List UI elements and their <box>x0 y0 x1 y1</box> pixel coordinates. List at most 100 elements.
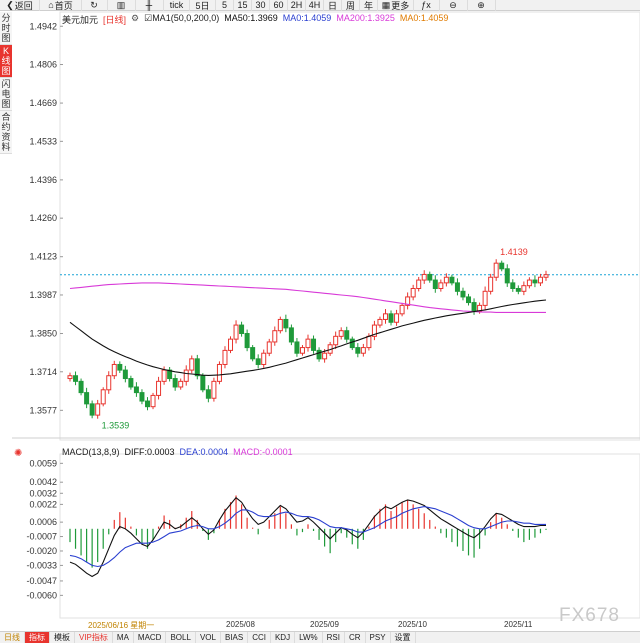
candle-body <box>349 338 355 349</box>
toolbar-label: 日 <box>327 0 337 11</box>
toolbar-tick[interactable]: tick <box>164 0 190 11</box>
candle-body <box>144 400 150 408</box>
back-button[interactable]: ❮ 返回 <box>0 0 40 11</box>
candle-body <box>216 363 222 382</box>
toolbar-5[interactable]: 5 <box>216 0 234 11</box>
candle-body <box>537 276 543 284</box>
toolbar-label: 周 <box>345 0 355 11</box>
candle-body <box>222 349 228 365</box>
toolbar-label: 30 <box>255 0 266 10</box>
candle-body <box>67 375 73 380</box>
candle-body <box>344 330 350 340</box>
indicator-bar: 日线 指标 模板 VIP指标 MA MACD BOLL VOL BIAS CCI KDJ LW% RSI… <box>0 631 640 643</box>
price-axis-label: 1.4533 <box>29 136 57 146</box>
candle-body <box>311 338 317 351</box>
indicator-tab-7[interactable]: BIAS <box>221 631 249 643</box>
refresh-button[interactable]: ↻ <box>82 0 108 11</box>
period-label[interactable]: [日线] <box>103 15 127 25</box>
candle-body <box>355 347 361 354</box>
candle-body <box>266 341 272 354</box>
toolbar-日[interactable]: 日 <box>324 0 342 11</box>
price-axis-label: 1.4260 <box>29 213 57 223</box>
indicator-tab-8[interactable]: CCI <box>248 631 271 643</box>
ma-set-label[interactable]: ☑MA1(50,0,200,0) <box>144 13 219 25</box>
candle-body <box>338 330 344 337</box>
candle-body <box>294 341 300 354</box>
indicator-tab-0[interactable]: 指标 <box>25 631 50 643</box>
indicator-tab-14[interactable]: 设置 <box>391 631 416 643</box>
date-axis-label: 2025/10 <box>398 620 427 629</box>
side-tab-0[interactable]: 分时图 <box>0 12 12 45</box>
candle-body <box>360 347 366 354</box>
price-axis-label: 1.3987 <box>29 290 57 300</box>
candle-body <box>167 369 173 380</box>
toolbar-60[interactable]: 60 <box>270 0 288 11</box>
candle-body <box>405 296 411 306</box>
price-axis-label: 1.4942 <box>29 21 57 31</box>
period-dropdown[interactable]: 日线 <box>0 631 25 643</box>
indicator-tab-10[interactable]: LW% <box>295 631 323 643</box>
candle-body <box>443 276 449 284</box>
indicator-tab-13[interactable]: PSY <box>366 631 391 643</box>
toolbar-label: 2H <box>290 0 303 10</box>
candle-body <box>178 380 184 388</box>
indicator-tab-3[interactable]: MA <box>113 631 134 643</box>
symbol-name: 美元加元 <box>62 15 99 25</box>
candle-body <box>172 378 178 388</box>
price-legend: 美元加元 [日线] ⚙ ☑MA1(50,0,200,0) MA50:1.3969… <box>62 13 448 25</box>
indicator-tab-5[interactable]: BOLL <box>166 631 196 643</box>
candle-body <box>488 276 494 292</box>
settings-icon[interactable]: ⚙ <box>131 13 140 23</box>
candle-body <box>421 273 427 281</box>
toolbar-15[interactable]: 15 <box>234 0 252 11</box>
toolbar-2H[interactable]: 2H <box>288 0 306 11</box>
indicator-tab-9[interactable]: KDJ <box>271 631 296 643</box>
candle-body <box>161 369 167 382</box>
toolbar-label: 60 <box>273 0 284 10</box>
toolbar-周[interactable]: 周 <box>342 0 360 11</box>
candle-body <box>239 324 245 335</box>
candle-body <box>111 363 117 377</box>
candle-body <box>205 389 211 399</box>
indicator-tab-2[interactable]: VIP指标 <box>75 631 113 643</box>
price-axis-label: 1.4396 <box>29 175 57 185</box>
candle-body <box>471 302 477 312</box>
home-button[interactable]: ⌂ 首页 <box>40 0 82 11</box>
candle-body <box>78 380 84 394</box>
candle-body <box>515 287 521 292</box>
side-tab-1[interactable]: K线图 <box>0 45 12 78</box>
grid-button[interactable]: ▦ 更多 <box>378 0 414 11</box>
candle-body <box>449 276 455 284</box>
candle-body <box>299 347 305 354</box>
formula-button[interactable]: ƒx <box>414 0 440 11</box>
indicator-tab-1[interactable]: 模板 <box>50 631 75 643</box>
formula-icon: ƒx <box>421 0 431 10</box>
indicator-tab-11[interactable]: RSI <box>323 631 345 643</box>
candle-body <box>283 318 289 329</box>
candle-body <box>466 296 472 304</box>
side-tab-3[interactable]: 合约资料 <box>0 111 12 154</box>
chart-type-tabs: 分时图 K线图 闪电图 合约资料 <box>0 12 12 162</box>
candle-body <box>122 369 128 380</box>
zoom-out-icon: ⊖ <box>449 0 457 10</box>
macd-axis-label: 0.0006 <box>29 517 57 527</box>
date-axis-label: 2025/11 <box>504 620 533 629</box>
toolbar-30[interactable]: 30 <box>252 0 270 11</box>
side-tab-2[interactable]: 闪电图 <box>0 78 12 111</box>
indicator-tab-12[interactable]: CR <box>345 631 366 643</box>
indicator-tab-6[interactable]: VOL <box>196 631 221 643</box>
toolbar-年[interactable]: 年 <box>360 0 378 11</box>
macd-settings-icon[interactable]: ✺ <box>14 448 22 459</box>
candlestick-button[interactable]: ▥ <box>108 0 136 11</box>
candle-body <box>510 282 516 289</box>
zoom-in-button[interactable]: ⊕ <box>468 0 496 11</box>
candle-body <box>139 392 145 402</box>
indicator-tab-4[interactable]: MACD <box>134 631 167 643</box>
candle-body <box>200 375 206 391</box>
kline-button[interactable]: ╫ <box>136 0 164 11</box>
toolbar-4H[interactable]: 4H <box>306 0 324 11</box>
toolbar-5日[interactable]: 5日 <box>190 0 216 11</box>
candle-body <box>333 335 339 346</box>
zoom-out-button[interactable]: ⊖ <box>440 0 468 11</box>
